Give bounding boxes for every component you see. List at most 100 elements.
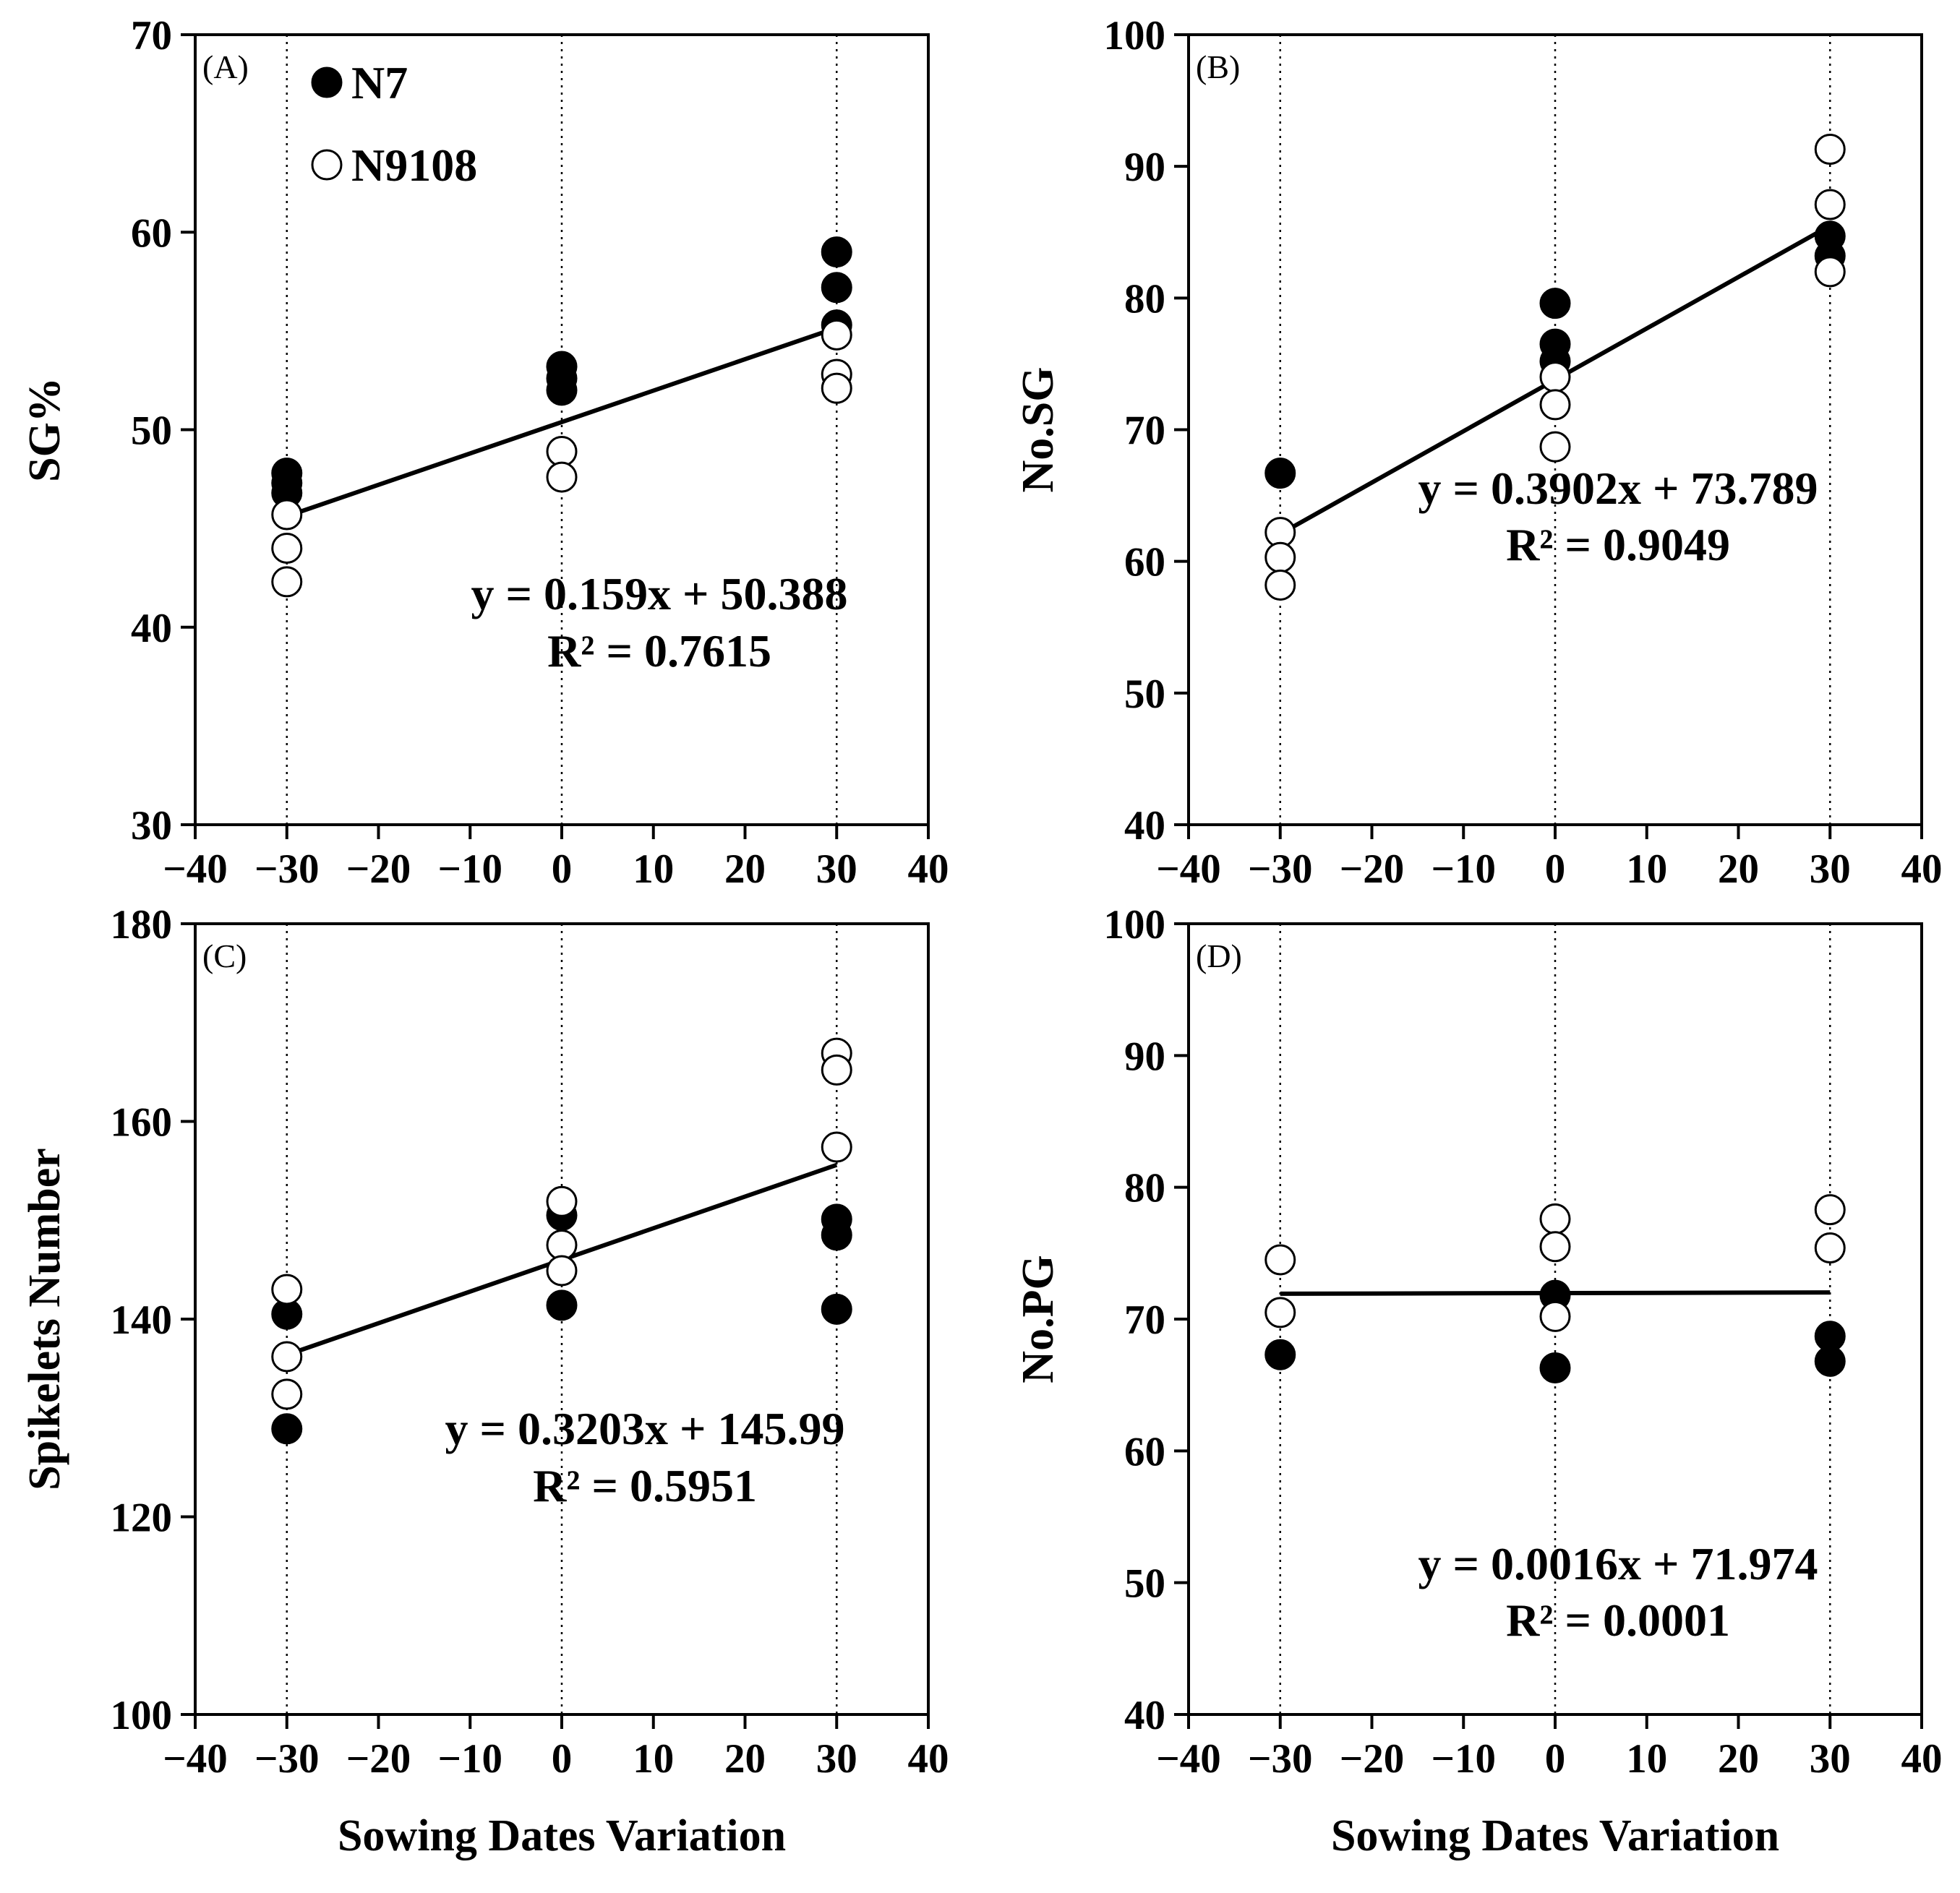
data-point-n9108 [1814, 133, 1846, 165]
data-point-n9108 [1264, 541, 1296, 573]
x-tick-label: −30 [1248, 846, 1312, 892]
legend-label-n7: N7 [351, 57, 408, 108]
data-point-n9108 [1264, 569, 1296, 601]
panel-c: 100 120 140 160 180 −40 −30 −20 −10 0 10 20 30 40 Spik… [20, 902, 949, 1860]
x-tick-label: −30 [254, 846, 319, 892]
data-point-n9108 [1814, 189, 1846, 220]
legend-marker-n7 [311, 66, 343, 98]
y-tick-label: 70 [131, 13, 172, 59]
x-tick-label: 30 [816, 1736, 857, 1782]
panel-label: (D) [1196, 937, 1242, 974]
panel-label: (C) [202, 937, 247, 974]
y-tick-label: 180 [111, 902, 173, 948]
data-point-n9108 [1264, 1244, 1296, 1276]
panel-d: 40 50 60 70 80 90 100 −40 −30 −20 −10 0 10 20 30 40 No.P… [1014, 902, 1943, 1860]
y-axis-title: No.SG [1014, 367, 1063, 493]
x-tick-label: −10 [1432, 846, 1496, 892]
regression-equation: y = 0.159x + 50.388 [471, 568, 848, 619]
x-tick-label: −10 [438, 846, 502, 892]
r-squared-label: R² = 0.7615 [547, 625, 771, 677]
data-point-n7 [821, 272, 852, 304]
r-squared-label: R² = 0.5951 [533, 1460, 757, 1511]
x-tick-label: −30 [254, 1736, 319, 1782]
x-tick-label: 40 [908, 846, 949, 892]
data-point-n7 [821, 1293, 852, 1325]
data-point-n9108 [1264, 1297, 1296, 1328]
r-squared-label: R² = 0.9049 [1506, 519, 1730, 570]
y-tick-label: 50 [131, 408, 172, 454]
x-tick-label: 30 [1810, 846, 1851, 892]
data-point-n9108 [271, 566, 303, 598]
x-axis-title: Sowing Dates Variation [338, 1811, 786, 1860]
x-tick-label: 0 [552, 1736, 573, 1782]
x-tick-label: 0 [1545, 846, 1566, 892]
y-tick-label: 40 [131, 606, 172, 651]
x-tick-label: 40 [1901, 1736, 1943, 1782]
x-tick-label: −40 [163, 1736, 227, 1782]
data-point-n9108 [271, 532, 303, 564]
regression-equation: y = 0.3203x + 145.99 [445, 1403, 845, 1454]
data-point-n9108 [546, 1185, 578, 1217]
y-tick-label: 90 [1124, 1034, 1165, 1079]
x-tick-label: −40 [1156, 846, 1220, 892]
x-tick-label: −30 [1248, 1736, 1312, 1782]
data-point-n9108 [271, 1378, 303, 1410]
r-squared-label: R² = 0.0001 [1506, 1594, 1730, 1646]
x-tick-label: −40 [1156, 1736, 1220, 1782]
data-point-n7 [1264, 458, 1296, 489]
data-point-n9108 [821, 1054, 852, 1086]
panel-label: (A) [202, 48, 249, 85]
x-tick-label: 0 [552, 846, 573, 892]
y-tick-label: 40 [1124, 803, 1165, 849]
x-tick-label: 20 [724, 846, 766, 892]
y-tick-label: 100 [1104, 902, 1166, 948]
data-point-n9108 [546, 436, 578, 468]
regression-equation: y = 0.3902x + 73.789 [1418, 463, 1818, 514]
data-point-n9108 [271, 499, 303, 531]
data-point-n9108 [1814, 1194, 1846, 1226]
y-tick-label: 80 [1124, 1166, 1165, 1211]
y-tick-label: 80 [1124, 276, 1165, 322]
x-tick-label: 40 [908, 1736, 949, 1782]
y-tick-label: 100 [111, 1693, 173, 1738]
panel-b: 40 50 60 70 80 90 100 −40 −30 −20 −10 0 10 20 30 40 No.S… [1014, 13, 1943, 892]
y-tick-label: 90 [1124, 145, 1165, 190]
x-tick-label: 40 [1901, 846, 1943, 892]
y-tick-label: 50 [1124, 1561, 1165, 1607]
data-point-n9108 [546, 1255, 578, 1287]
x-tick-label: 20 [1718, 846, 1759, 892]
data-point-n9108 [821, 1131, 852, 1163]
y-tick-label: 60 [131, 210, 172, 256]
x-tick-label: −40 [163, 846, 227, 892]
x-tick-label: 30 [1810, 1736, 1851, 1782]
data-point-n7 [821, 1219, 852, 1251]
data-point-n9108 [546, 1229, 578, 1261]
data-point-n7 [1539, 288, 1571, 319]
x-tick-label: 10 [633, 1736, 674, 1782]
data-point-n9108 [271, 1341, 303, 1373]
y-tick-label: 100 [1104, 13, 1166, 59]
y-tick-label: 70 [1124, 408, 1165, 454]
x-tick-label: 20 [1718, 1736, 1759, 1782]
trend-line [286, 325, 838, 519]
data-point-n9108 [1539, 1203, 1571, 1235]
x-tick-label: 0 [1545, 1736, 1566, 1782]
data-point-n9108 [1539, 361, 1571, 393]
panel-label: (B) [1196, 48, 1240, 85]
x-tick-label: −10 [438, 1736, 502, 1782]
x-tick-label: −20 [1340, 1736, 1404, 1782]
legend-label-n9108: N9108 [351, 139, 477, 191]
x-tick-label: 10 [1626, 1736, 1667, 1782]
y-tick-label: 140 [111, 1297, 173, 1343]
plot-frame [194, 33, 930, 826]
data-point-n9108 [1814, 1232, 1846, 1264]
panel-a: 30 40 50 60 70 −40 −30 −20 −10 0 10 20 30 40 SG% (A) y =… [20, 13, 949, 892]
data-point-n9108 [1539, 1231, 1571, 1263]
data-point-n7 [1814, 1345, 1846, 1377]
data-point-n9108 [1814, 256, 1846, 288]
data-point-n7 [546, 374, 578, 406]
y-tick-label: 30 [131, 803, 172, 849]
x-tick-label: −20 [346, 1736, 411, 1782]
y-tick-label: 120 [111, 1495, 173, 1541]
x-tick-label: 10 [633, 846, 674, 892]
